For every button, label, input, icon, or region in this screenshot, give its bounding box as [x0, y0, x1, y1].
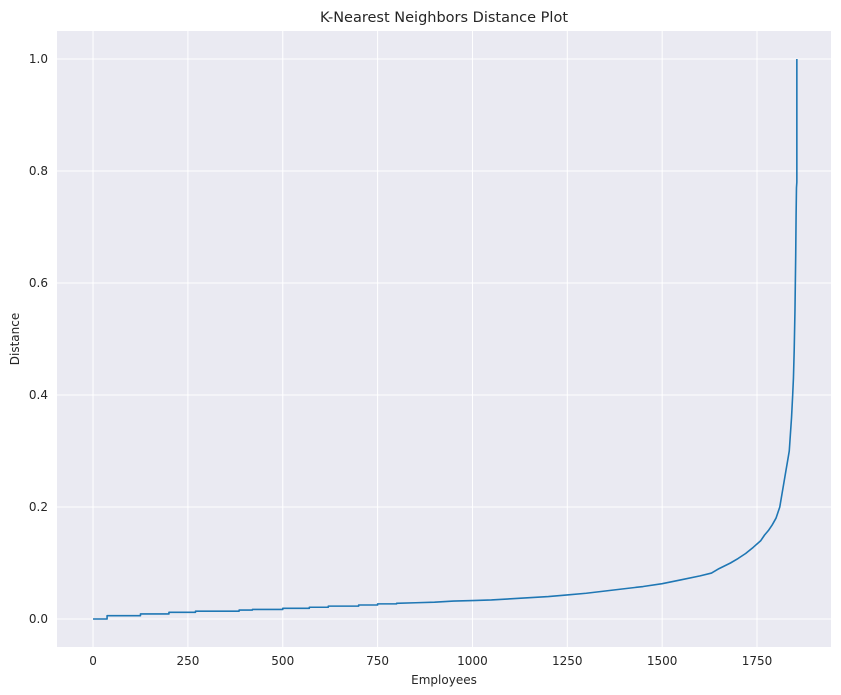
y-tick-label: 0.2: [29, 500, 48, 514]
series-line: [93, 59, 798, 620]
x-tick-label: 500: [271, 654, 294, 668]
plot-background: [57, 31, 831, 647]
y-tick-label: 0.8: [29, 164, 48, 178]
y-tick-label: 0.0: [29, 612, 48, 626]
data-lines: [93, 59, 798, 620]
y-tick-labels: 0.0 0.2 0.4 0.6 0.8 1.0: [29, 52, 48, 626]
x-tick-label: 750: [366, 654, 389, 668]
x-tick-label: 250: [176, 654, 199, 668]
x-tick-label: 1500: [647, 654, 678, 668]
y-axis-label: Distance: [8, 313, 22, 365]
y-tick-label: 0.4: [29, 388, 48, 402]
y-tick-label: 0.6: [29, 276, 48, 290]
x-tick-label: 1000: [457, 654, 488, 668]
y-tick-label: 1.0: [29, 52, 48, 66]
chart-title: K-Nearest Neighbors Distance Plot: [320, 10, 568, 26]
x-tick-label: 0: [89, 654, 97, 668]
x-tick-labels: 0 250 500 750 1000 1250 1500 1750: [89, 654, 772, 668]
x-axis-label: Employees: [411, 673, 477, 687]
grid-lines: [57, 31, 831, 647]
x-tick-label: 1750: [742, 654, 773, 668]
x-tick-label: 1250: [552, 654, 583, 668]
